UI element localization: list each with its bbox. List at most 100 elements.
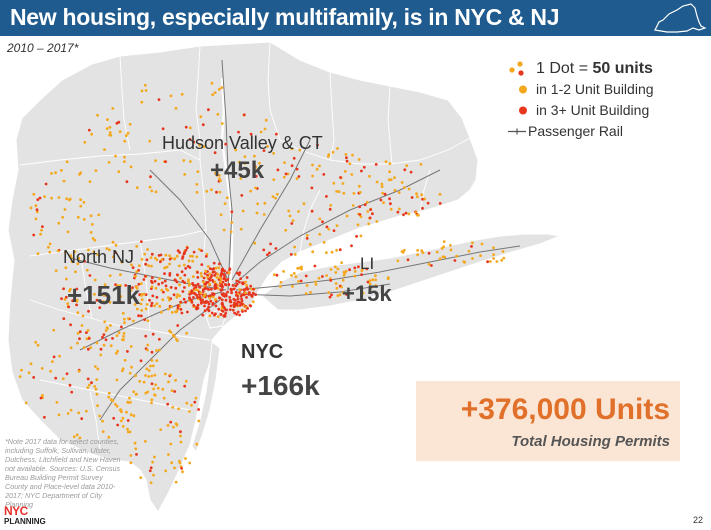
permit-dot — [76, 341, 79, 345]
permit-dot — [369, 208, 372, 212]
permit-dot — [221, 280, 225, 284]
permit-dot — [147, 369, 151, 372]
permit-dot — [129, 454, 133, 457]
permit-dot — [299, 279, 303, 283]
permit-dot — [314, 280, 317, 284]
permit-dot — [207, 305, 211, 309]
permit-dot — [219, 179, 223, 183]
permit-dot — [155, 359, 159, 362]
permit-dot — [111, 337, 114, 340]
region-value-north-nj: +151k — [67, 280, 141, 310]
permit-dot — [192, 140, 196, 144]
permit-dot — [116, 423, 120, 427]
permit-dot — [361, 291, 365, 295]
permit-dot — [54, 269, 58, 273]
permit-dot — [57, 221, 61, 225]
permit-dot — [243, 162, 247, 165]
permit-dot — [138, 379, 142, 383]
permit-dot — [64, 266, 68, 270]
permit-dot — [489, 260, 492, 263]
permit-dot — [180, 467, 184, 470]
permit-dot — [237, 273, 241, 277]
permit-dot — [95, 298, 99, 302]
permit-dot — [168, 257, 172, 261]
permit-dot — [249, 132, 253, 136]
permit-dot — [255, 211, 259, 215]
permit-dot — [112, 416, 116, 420]
permit-dot — [123, 358, 127, 362]
legend-dot-units: 50 units — [592, 60, 653, 77]
permit-dot — [311, 174, 314, 178]
permit-dot — [245, 286, 249, 290]
permit-dot — [69, 323, 72, 327]
permit-dot — [96, 404, 99, 408]
permit-dot — [336, 267, 340, 271]
permit-dot — [449, 244, 452, 247]
permit-dot — [105, 127, 109, 130]
permit-dot — [400, 181, 404, 184]
permit-dot — [87, 337, 91, 340]
permit-dot — [195, 442, 199, 446]
permit-dot — [129, 345, 133, 348]
permit-dot — [315, 167, 319, 171]
permit-dot — [119, 273, 122, 277]
permit-dot — [36, 198, 40, 202]
permit-dot — [251, 300, 255, 304]
permit-dot — [189, 160, 192, 163]
permit-dot — [318, 232, 322, 236]
permit-dot — [329, 204, 333, 207]
permit-dot — [181, 255, 185, 259]
nyc-planning-logo: NYC PLANNING — [4, 505, 46, 527]
permit-dot — [146, 348, 149, 352]
permit-dot — [98, 306, 102, 309]
permit-dot — [242, 113, 246, 117]
permit-dot — [108, 125, 112, 129]
permit-dot — [40, 228, 43, 232]
permit-dot — [158, 277, 161, 280]
permit-dot — [398, 207, 401, 211]
permit-dot — [387, 178, 391, 182]
permit-dot — [95, 392, 99, 396]
permit-dot — [79, 171, 83, 175]
permit-dot — [210, 287, 213, 291]
permit-dot — [300, 267, 303, 271]
permit-dot — [279, 285, 282, 288]
permit-dot — [76, 262, 80, 266]
permit-dot — [220, 298, 224, 302]
permit-dot — [192, 291, 196, 295]
permit-dot — [404, 211, 408, 215]
permit-dot — [66, 302, 70, 305]
total-units-label: Total Housing Permits — [511, 433, 670, 450]
permit-dot — [78, 337, 81, 341]
permit-dot — [295, 177, 299, 181]
permit-dot — [159, 428, 163, 431]
permit-dot — [374, 278, 377, 282]
permit-dot — [345, 159, 349, 163]
permit-dot — [222, 314, 226, 318]
permit-dot — [154, 256, 157, 260]
permit-dot — [34, 340, 38, 344]
permit-dot — [169, 373, 173, 377]
permit-dot — [89, 346, 93, 350]
permit-dot — [289, 253, 293, 256]
permit-dot — [96, 253, 99, 256]
permit-dot — [344, 153, 348, 156]
permit-dot — [229, 304, 233, 308]
permit-dot — [134, 374, 138, 378]
permit-dot — [228, 308, 232, 311]
permit-dot — [204, 255, 208, 258]
permit-dot — [107, 435, 111, 439]
permit-dot — [130, 263, 133, 267]
permit-dot — [218, 190, 222, 194]
permit-dot — [254, 186, 257, 190]
permit-dot — [150, 252, 154, 256]
permit-dot — [207, 288, 211, 291]
permit-dot — [111, 107, 115, 110]
legend-large-building-label: in 3+ Unit Building — [536, 102, 650, 118]
permit-dot — [75, 298, 79, 302]
permit-dot — [353, 270, 357, 273]
permit-dot — [196, 271, 199, 274]
permit-dot — [182, 263, 186, 267]
permit-dot — [32, 233, 36, 237]
permit-dot — [139, 476, 143, 479]
